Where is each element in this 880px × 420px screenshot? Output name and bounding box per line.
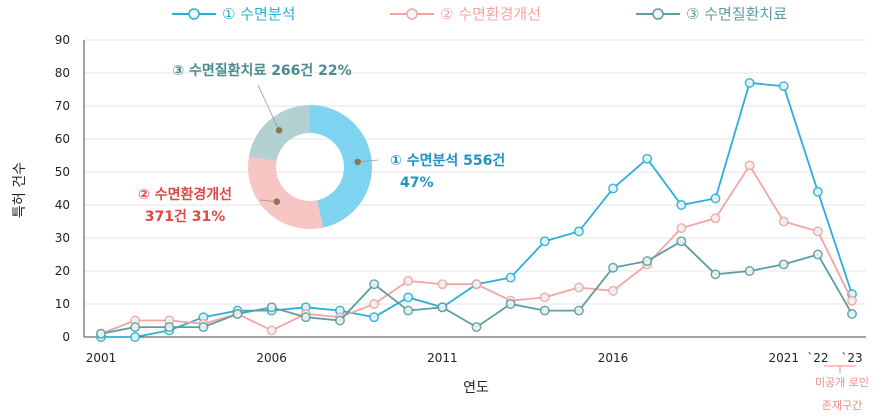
data-point [676, 200, 687, 210]
y-tick-label: 70 [55, 99, 70, 113]
data-point [471, 279, 482, 290]
annotation-line1: 미공개 로인 [815, 376, 869, 389]
legend: ① 수면분석 ② 수면환경개선 ③ 수면질환치료 [172, 5, 787, 23]
data-point [505, 299, 516, 309]
y-axis-ticks: 0 10 20 30 40 50 60 70 80 90 [55, 33, 70, 344]
x-tick-label: `22 [807, 351, 828, 365]
y-tick-label: 40 [55, 198, 70, 212]
data-point [812, 249, 823, 260]
x-axis-title: 연도 [463, 380, 489, 396]
x-tick-label: 2001 [86, 351, 117, 365]
data-point [778, 259, 789, 270]
y-tick-label: 80 [55, 66, 70, 80]
data-point [232, 308, 243, 319]
x-tick-label: 2021 [768, 351, 799, 365]
x-tick-label: 2016 [598, 351, 629, 365]
y-tick-label: 30 [55, 231, 70, 245]
donut-label-dot-3 [275, 127, 283, 134]
data-point [403, 305, 414, 316]
data-point [369, 279, 380, 290]
data-point [130, 322, 141, 333]
data-point [437, 279, 448, 290]
data-point [812, 186, 823, 197]
data-point [744, 266, 755, 276]
donut-label-2-line1: ② 수면환경개선 [138, 186, 232, 203]
data-point [403, 275, 414, 286]
data-point [710, 269, 721, 280]
data-point [676, 223, 687, 234]
legend-marker-2 [406, 8, 418, 20]
grid-lines [84, 39, 866, 305]
legend-label-2: ② 수면환경개선 [440, 5, 541, 23]
data-point [539, 305, 550, 316]
data-point [539, 236, 550, 247]
series-group [96, 77, 857, 342]
x-tick-label: 2011 [427, 351, 458, 365]
data-point [778, 216, 789, 227]
data-point [266, 325, 277, 336]
donut-label-3-line1: ③ 수면질환치료 266건 22% [172, 62, 351, 79]
y-axis-title: 특허 건수 [12, 162, 28, 218]
data-point [369, 312, 380, 323]
data-point [676, 236, 687, 247]
y-tick-label: 60 [55, 132, 70, 146]
data-point [778, 81, 789, 92]
donut-label-2-line2: 371건 31% [145, 208, 226, 225]
donut-slice-2 [247, 156, 324, 229]
data-point [130, 332, 141, 342]
donut-label-dot-2 [273, 198, 281, 205]
data-point [437, 302, 448, 313]
legend-marker-3 [652, 8, 664, 20]
data-point [403, 292, 414, 303]
data-point [642, 153, 653, 164]
data-point [369, 299, 380, 309]
data-point [847, 295, 857, 306]
annotation-line2: 존재구간 [822, 399, 862, 412]
donut-leader-1 [357, 159, 379, 163]
data-point [847, 308, 857, 319]
data-point [198, 322, 209, 333]
data-point [710, 213, 721, 224]
donut-label-1-line1: ① 수면분석 556건 [390, 152, 505, 169]
y-tick-label: 10 [55, 297, 70, 311]
data-point [164, 322, 175, 333]
legend-marker-1 [188, 8, 200, 20]
data-point [710, 193, 721, 204]
data-point [573, 305, 584, 316]
data-point [573, 226, 584, 237]
legend-label-3: ③ 수면질환치료 [686, 5, 787, 23]
y-tick-label: 50 [55, 165, 70, 179]
data-point [608, 183, 618, 194]
data-point [539, 292, 550, 303]
data-point [744, 77, 755, 88]
data-point [335, 315, 345, 326]
unpublished-annotation: 미공개 로인 존재구간 [815, 365, 869, 412]
donut-leader-3 [257, 84, 280, 131]
legend-label-1: ① 수면분석 [222, 5, 295, 23]
x-tick-label: 2006 [256, 351, 287, 365]
data-point [608, 262, 618, 273]
data-point [505, 272, 516, 283]
x-axis-ticks: 2001 2006 2011 2016 2021 `22 `23 [86, 351, 863, 365]
data-point [96, 328, 106, 339]
data-point [608, 285, 618, 296]
data-point [744, 160, 755, 171]
y-tick-label: 90 [55, 33, 70, 47]
share-donut: ① 수면분석 556건 47% ② 수면환경개선 371건 31% ③ 수면질환치료 2… [138, 62, 505, 229]
data-point [642, 256, 653, 267]
y-tick-label: 0 [62, 330, 70, 344]
data-point [573, 282, 584, 293]
donut-label-dot-1 [354, 158, 362, 166]
donut-label-1-line2: 47% [400, 175, 434, 191]
y-tick-label: 20 [55, 264, 70, 278]
x-tick-label: `23 [841, 351, 862, 365]
donut-slice-1 [310, 105, 372, 228]
data-point [471, 322, 482, 333]
data-point [300, 312, 311, 323]
data-point [812, 226, 823, 237]
data-point [266, 302, 277, 313]
